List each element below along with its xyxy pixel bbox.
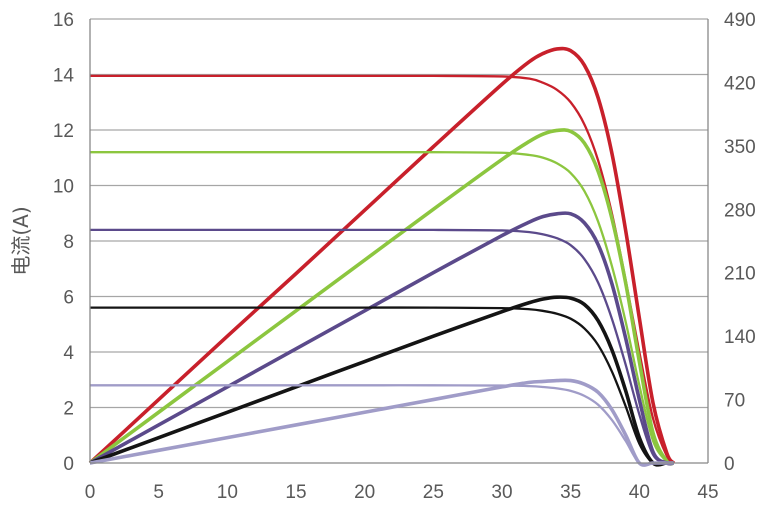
y2-tick-label: 420 <box>724 73 756 94</box>
y-tick-label: 6 <box>63 288 74 309</box>
series-3-current-line <box>90 306 674 466</box>
x-tick-label: 0 <box>85 482 96 503</box>
y-tick-label: 16 <box>53 10 74 31</box>
y-tick-label: 2 <box>63 399 74 420</box>
x-tick-label: 40 <box>629 482 650 503</box>
x-tick-label: 35 <box>560 482 581 503</box>
series-0-power-line <box>88 46 676 465</box>
x-tick-label: 15 <box>285 482 306 503</box>
y-tick-label: 14 <box>53 66 75 87</box>
axes <box>89 19 709 464</box>
y2-tick-label: 490 <box>724 10 756 31</box>
x-tick-label: 20 <box>354 482 375 503</box>
series-2-power-line <box>89 211 674 466</box>
series-1-power-line <box>88 128 675 466</box>
series-3-power-line <box>89 295 674 467</box>
series-2-current-line <box>90 228 674 465</box>
gridlines <box>90 18 708 409</box>
x-tick-label: 30 <box>491 482 512 503</box>
y-tick-label: 8 <box>63 232 74 253</box>
x-tick-label: 25 <box>423 482 444 503</box>
series-curves <box>88 46 676 467</box>
y-tick-label: 0 <box>63 454 74 475</box>
series-0-current-line <box>90 74 675 464</box>
y2-tick-label: 280 <box>724 200 756 221</box>
y2-tick-label: 140 <box>724 327 756 348</box>
y-tick-label: 10 <box>53 177 74 198</box>
y2-tick-label: 70 <box>724 391 745 412</box>
y2-tick-label: 210 <box>724 264 756 285</box>
y-tick-label: 4 <box>63 343 74 364</box>
y2-tick-label: 350 <box>724 137 756 158</box>
x-tick-label: 45 <box>697 482 718 503</box>
y-axis-label: 电流(A) <box>9 206 33 275</box>
y2-tick-label: 0 <box>724 454 735 475</box>
y-tick-label: 12 <box>53 121 74 142</box>
series-1-current-line <box>89 151 674 465</box>
x-tick-label: 5 <box>153 482 164 503</box>
x-tick-label: 10 <box>217 482 238 503</box>
tick-labels: 0 2 4 6 8 10 12 14 16 0 70 140 210 280 350 420 490 0 5 10 15… <box>53 10 756 503</box>
series-4-power-line <box>89 378 674 467</box>
